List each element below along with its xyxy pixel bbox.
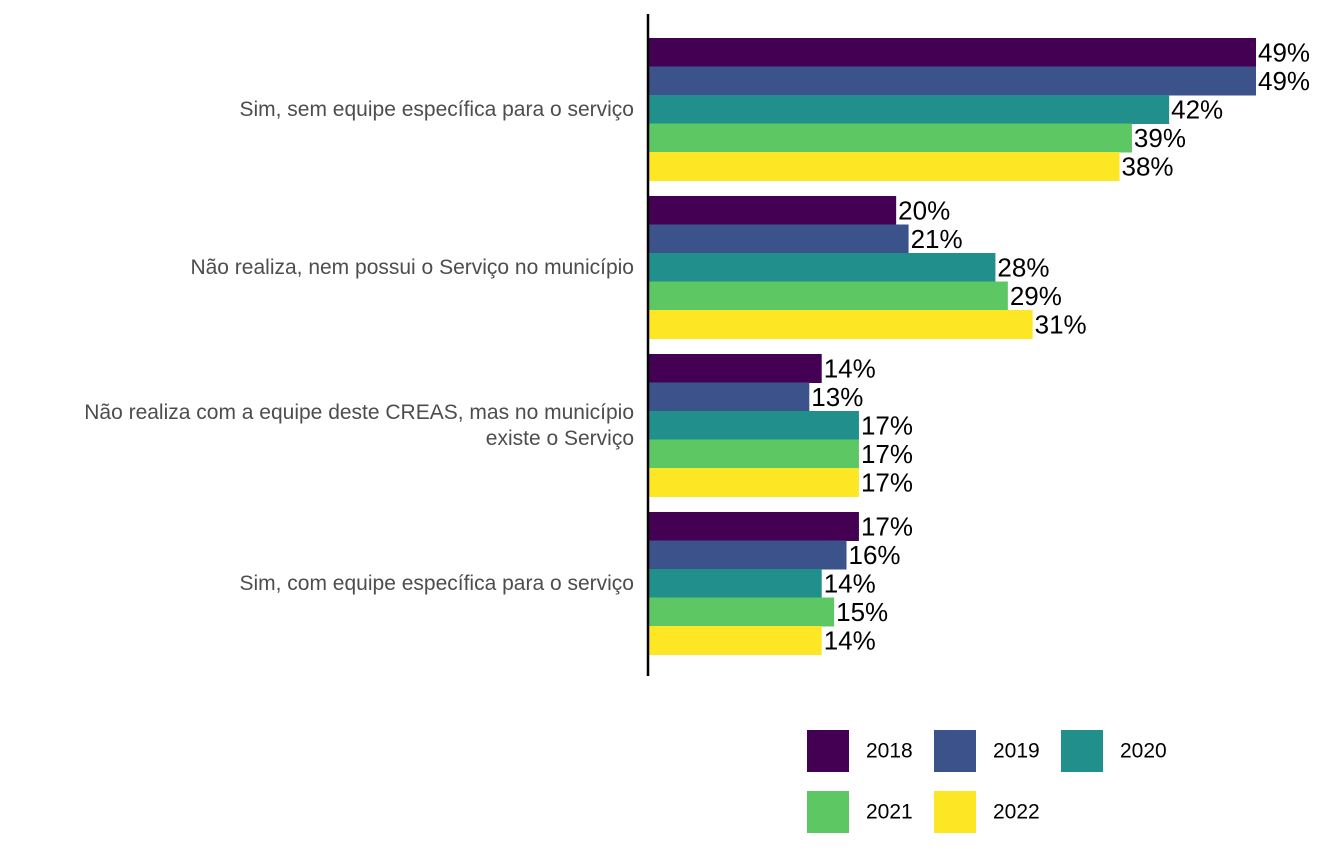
bar-2021-cat-2 — [648, 439, 859, 469]
legend-swatch-2022 — [934, 791, 976, 833]
category-label-0: Sim, sem equipe específica para o serviç… — [239, 98, 634, 121]
bar-2019-cat-2 — [648, 382, 810, 412]
legend-item-2018: 2018 — [807, 730, 913, 772]
bar-2020-cat-2 — [648, 411, 859, 440]
bar-2019-cat-0 — [648, 66, 1256, 96]
bar-2019-cat-3 — [648, 540, 847, 570]
bar-2020-cat-0 — [648, 95, 1170, 124]
category-label-1: Não realiza, nem possui o Serviço no mun… — [190, 256, 634, 279]
legend: 2018 2019 2020 2021 2022 — [807, 730, 1167, 833]
value-label-2018-cat-3: 17% — [861, 511, 913, 541]
value-label-2020-cat-0: 42% — [1171, 94, 1223, 124]
value-label-2022-cat-2: 17% — [861, 467, 913, 497]
value-label-2019-cat-2: 13% — [811, 382, 863, 412]
bar-2018-cat-2 — [648, 354, 822, 383]
category-label-line: Sim, sem equipe específica para o serviç… — [239, 98, 634, 121]
category-label-line: Sim, com equipe específica para o serviç… — [239, 572, 634, 595]
value-label-2018-cat-0: 49% — [1258, 37, 1310, 67]
value-label-2021-cat-2: 17% — [861, 439, 913, 469]
legend-label-2019: 2019 — [993, 740, 1040, 763]
value-label-2018-cat-1: 20% — [898, 195, 950, 225]
value-label-2020-cat-2: 17% — [861, 410, 913, 440]
legend-swatch-2020 — [1061, 730, 1103, 772]
value-label-2019-cat-0: 49% — [1258, 66, 1310, 96]
value-label-2021-cat-3: 15% — [836, 597, 888, 627]
value-label-2020-cat-1: 28% — [997, 252, 1049, 282]
bar-2021-cat-1 — [648, 281, 1008, 311]
legend-item-2020: 2020 — [1061, 730, 1167, 772]
category-label-line: Não realiza, nem possui o Serviço no mun… — [190, 256, 634, 279]
bar-2022-cat-0 — [648, 152, 1120, 181]
category-label-2: Não realiza com a equipe deste CREAS, ma… — [84, 401, 634, 450]
bar-2019-cat-1 — [648, 224, 909, 254]
bars-group — [648, 38, 1256, 655]
value-label-2019-cat-3: 16% — [849, 540, 901, 570]
value-label-2018-cat-2: 14% — [824, 353, 876, 383]
legend-label-2021: 2021 — [866, 801, 913, 824]
value-label-2021-cat-1: 29% — [1010, 281, 1062, 311]
value-label-2021-cat-0: 39% — [1134, 123, 1186, 153]
category-labels-group: Sim, sem equipe específica para o serviç… — [84, 98, 634, 595]
legend-swatch-2019 — [934, 730, 976, 772]
bar-2020-cat-1 — [648, 253, 996, 282]
legend-label-2018: 2018 — [866, 740, 913, 763]
bar-2018-cat-0 — [648, 38, 1256, 67]
legend-swatch-2021 — [807, 791, 849, 833]
category-label-line: Não realiza com a equipe deste CREAS, ma… — [84, 401, 634, 424]
value-label-2022-cat-1: 31% — [1035, 309, 1087, 339]
legend-item-2019: 2019 — [934, 730, 1040, 772]
bar-2021-cat-0 — [648, 123, 1132, 153]
legend-item-2022: 2022 — [934, 791, 1040, 833]
value-label-2022-cat-3: 14% — [824, 625, 876, 655]
bar-2022-cat-3 — [648, 626, 822, 655]
value-labels-group: 49%49%42%39%38%20%21%28%29%31%14%13%17%1… — [811, 37, 1310, 655]
legend-label-2020: 2020 — [1120, 740, 1167, 763]
value-label-2020-cat-3: 14% — [824, 568, 876, 598]
value-label-2019-cat-1: 21% — [911, 224, 963, 254]
value-label-2022-cat-0: 38% — [1122, 151, 1174, 181]
bar-2021-cat-3 — [648, 597, 835, 627]
bar-2018-cat-1 — [648, 196, 897, 225]
legend-swatch-2018 — [807, 730, 849, 772]
bar-2018-cat-3 — [648, 512, 859, 541]
bar-2020-cat-3 — [648, 569, 822, 598]
category-label-line: existe o Serviço — [486, 427, 634, 450]
legend-label-2022: 2022 — [993, 801, 1040, 824]
category-label-3: Sim, com equipe específica para o serviç… — [239, 572, 634, 595]
legend-item-2021: 2021 — [807, 791, 913, 833]
bar-2022-cat-1 — [648, 310, 1033, 339]
bar-2022-cat-2 — [648, 468, 859, 497]
